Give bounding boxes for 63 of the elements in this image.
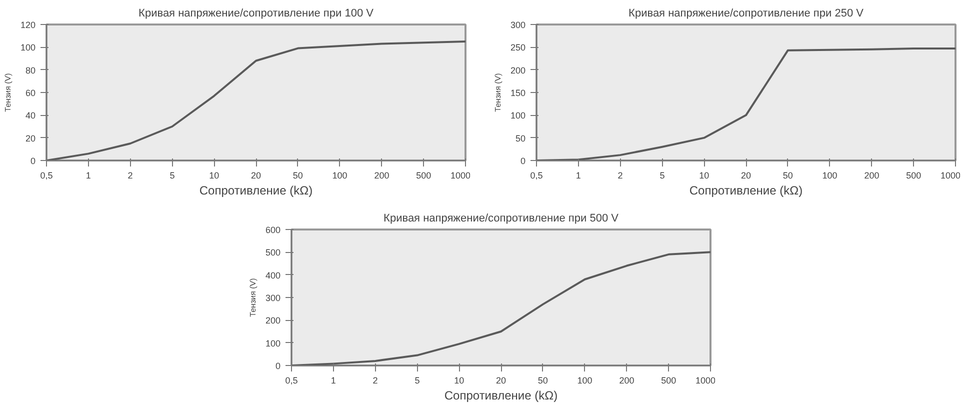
x-tick-label: 1 xyxy=(330,376,336,386)
x-tick-label: 200 xyxy=(374,170,390,180)
x-tick-label: 2 xyxy=(372,376,378,386)
x-tick-label: 1 xyxy=(86,170,91,180)
x-tick-label: 5 xyxy=(660,170,665,180)
x-tick-label: 1000 xyxy=(450,170,471,180)
x-tick-label: 10 xyxy=(454,376,464,386)
x-tick-label: 20 xyxy=(496,376,506,386)
chart-title: Кривая напряжение/сопротивление при 100 V xyxy=(138,8,374,20)
x-tick-label: 1000 xyxy=(695,376,716,386)
x-tick-label: 2 xyxy=(128,170,133,180)
x-tick-label: 500 xyxy=(661,376,676,386)
x-tick-label: 10 xyxy=(699,170,710,180)
x-tick-label: 0,5 xyxy=(530,170,543,180)
x-tick-label: 20 xyxy=(740,170,752,180)
y-axis-title: Тензия (V) xyxy=(248,278,258,317)
x-tick-label: 100 xyxy=(332,170,348,180)
y-tick-label: 0 xyxy=(520,156,526,166)
y-tick-label: 120 xyxy=(20,20,36,30)
x-tick-label: 2 xyxy=(618,170,623,180)
x-tick-label: 5 xyxy=(414,376,420,386)
y-tick-label: 100 xyxy=(265,338,281,348)
y-tick-label: 0 xyxy=(275,361,281,371)
y-tick-label: 60 xyxy=(25,88,36,98)
x-tick-label: 20 xyxy=(250,170,262,180)
y-tick-label: 300 xyxy=(510,20,526,30)
y-tick-label: 20 xyxy=(25,133,36,144)
x-tick-label: 1 xyxy=(576,170,581,180)
x-axis-title: Сопротивление (kΩ) xyxy=(199,184,313,198)
y-tick-label: 100 xyxy=(510,110,526,121)
y-tick-label: 150 xyxy=(510,88,526,98)
x-tick-label: 5 xyxy=(170,170,175,180)
x-tick-label: 50 xyxy=(538,376,548,386)
x-tick-label: 0,5 xyxy=(285,376,298,386)
x-tick-label: 1000 xyxy=(940,170,961,180)
y-tick-label: 500 xyxy=(265,248,281,258)
x-axis-title: Сопротивление (kΩ) xyxy=(444,388,558,402)
y-tick-label: 100 xyxy=(20,42,36,53)
y-tick-label: 600 xyxy=(265,225,281,235)
x-tick-label: 50 xyxy=(292,170,303,180)
x-tick-label: 200 xyxy=(619,376,634,386)
y-tick-label: 300 xyxy=(265,293,281,303)
y-tick-label: 400 xyxy=(265,270,281,280)
y-tick-label: 40 xyxy=(25,110,36,121)
y-tick-label: 50 xyxy=(515,133,526,144)
y-axis-title: Тензия (V) xyxy=(493,72,502,112)
x-tick-label: 100 xyxy=(577,376,592,386)
x-tick-label: 200 xyxy=(864,170,880,180)
chart-title: Кривая напряжение/сопротивление при 500 V xyxy=(384,212,620,224)
x-tick-label: 500 xyxy=(906,170,922,180)
x-tick-label: 500 xyxy=(416,170,432,180)
chart-title: Кривая напряжение/сопротивление при 250 V xyxy=(628,8,864,20)
y-tick-label: 80 xyxy=(25,65,36,76)
y-tick-label: 250 xyxy=(510,42,526,53)
x-tick-label: 10 xyxy=(209,170,220,180)
y-tick-label: 200 xyxy=(510,65,526,76)
x-tick-label: 100 xyxy=(822,170,838,180)
y-axis-title: Тензия (V) xyxy=(3,72,12,112)
x-tick-label: 0,5 xyxy=(40,170,53,180)
y-tick-label: 0 xyxy=(30,156,36,166)
x-tick-label: 50 xyxy=(782,170,793,180)
x-axis-title: Сопротивление (kΩ) xyxy=(689,184,803,198)
y-tick-label: 200 xyxy=(265,316,281,326)
